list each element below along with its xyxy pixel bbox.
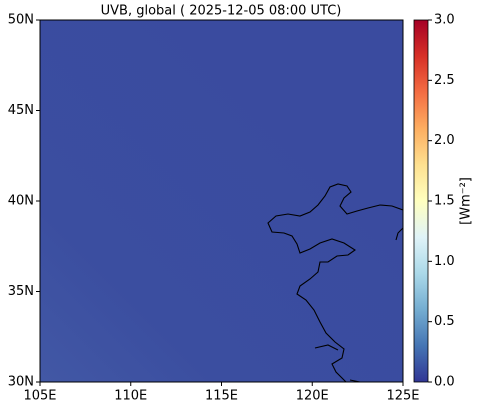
colorbar-label: [Wm⁻²] [459, 177, 474, 225]
y-tick-label: 50N [8, 13, 34, 28]
y-tick-label: 35N [8, 284, 34, 299]
colorbar-tick-label: 3.0 [434, 13, 455, 28]
x-tick-label: 105E [23, 389, 56, 404]
colorbar [413, 19, 429, 383]
x-tick-label: 110E [114, 389, 147, 404]
colorbar-tick-label: 2.0 [434, 133, 455, 148]
x-tick-label: 115E [205, 389, 238, 404]
colorbar-tick-label: 1.5 [434, 194, 455, 209]
x-tick-label: 120E [296, 389, 329, 404]
y-tick-label: 30N [8, 375, 34, 390]
coastline [267, 183, 403, 382]
y-tick-label: 40N [8, 194, 34, 209]
uvb-field [40, 20, 403, 382]
x-tick-label: 125E [386, 389, 419, 404]
colorbar-tick-label: 1.0 [434, 254, 455, 269]
colorbar-tick-label: 0.5 [434, 314, 455, 329]
y-tick-label: 45N [8, 103, 34, 118]
colorbar-tick-label: 0.0 [434, 375, 455, 390]
colorbar-tick-label: 2.5 [434, 73, 455, 88]
chart-title: UVB, global ( 2025-12-05 08:00 UTC) [101, 4, 342, 19]
